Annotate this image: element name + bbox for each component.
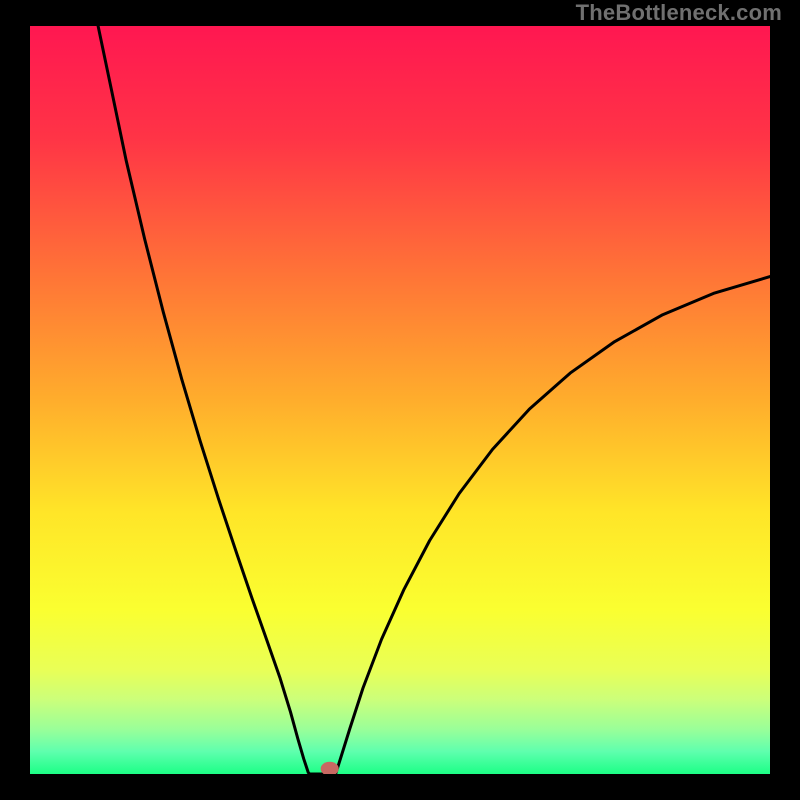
bottleneck-chart [0, 0, 800, 800]
gradient-plot-area [30, 26, 770, 774]
optimal-point-marker [321, 762, 339, 776]
watermark-label: TheBottleneck.com [576, 0, 782, 26]
